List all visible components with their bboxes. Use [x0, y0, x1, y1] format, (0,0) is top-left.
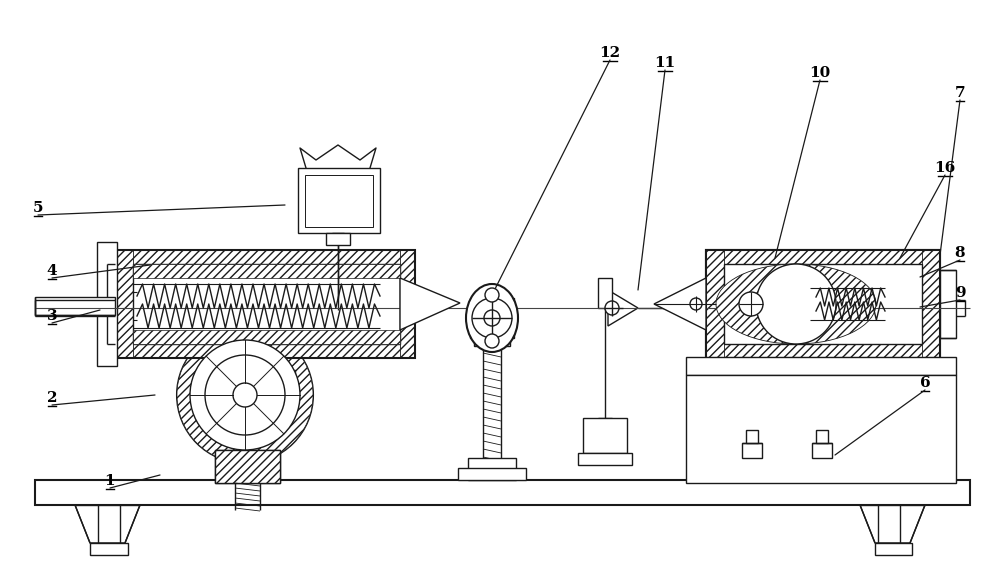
Bar	[298, 168, 380, 233]
Bar	[922, 250, 940, 358]
Circle shape	[205, 355, 285, 435]
Circle shape	[739, 292, 763, 316]
Text: 6: 6	[920, 376, 930, 390]
Circle shape	[177, 327, 313, 463]
Text: 9: 9	[955, 286, 965, 300]
Bar	[115, 344, 415, 358]
Bar	[816, 430, 828, 443]
Bar	[115, 250, 133, 358]
Text: 12: 12	[599, 46, 621, 60]
Bar	[742, 443, 762, 458]
Circle shape	[690, 298, 702, 310]
Text: 16: 16	[934, 161, 956, 175]
Circle shape	[605, 301, 619, 315]
Polygon shape	[75, 505, 140, 543]
Text: 3: 3	[47, 309, 57, 323]
Bar	[133, 264, 400, 344]
Circle shape	[485, 334, 499, 348]
Polygon shape	[654, 278, 706, 330]
Bar	[326, 233, 350, 245]
Bar	[706, 250, 940, 358]
Circle shape	[472, 298, 512, 338]
Bar	[474, 293, 510, 303]
Bar	[400, 250, 415, 358]
Circle shape	[190, 340, 300, 450]
Bar	[470, 298, 514, 338]
Bar	[215, 450, 280, 483]
Bar	[686, 357, 956, 375]
Ellipse shape	[716, 264, 876, 344]
Bar	[468, 458, 516, 480]
Polygon shape	[608, 290, 638, 326]
Text: 10: 10	[809, 66, 831, 80]
Bar	[115, 250, 415, 358]
Bar	[115, 250, 415, 264]
Text: 1: 1	[105, 474, 115, 488]
Bar	[458, 468, 526, 480]
Bar	[35, 480, 970, 505]
Bar	[200, 370, 295, 380]
Text: 7: 7	[955, 86, 965, 100]
Bar	[578, 453, 632, 465]
Circle shape	[233, 383, 257, 407]
Bar	[583, 418, 627, 453]
Text: 5: 5	[33, 201, 43, 215]
Bar	[483, 340, 501, 470]
Bar	[706, 250, 724, 358]
Bar	[746, 430, 758, 443]
Bar	[97, 242, 117, 366]
Polygon shape	[860, 505, 925, 543]
Bar	[724, 264, 922, 344]
Bar	[474, 338, 510, 346]
Text: 4: 4	[47, 264, 57, 278]
Circle shape	[485, 288, 499, 302]
Bar	[598, 278, 612, 308]
Bar	[706, 250, 940, 358]
Bar	[35, 297, 115, 315]
Polygon shape	[875, 543, 912, 555]
Polygon shape	[90, 543, 128, 555]
Bar	[940, 270, 956, 338]
Bar	[215, 450, 280, 483]
Polygon shape	[400, 278, 460, 330]
Circle shape	[484, 310, 500, 326]
Bar	[686, 375, 956, 483]
Circle shape	[756, 264, 836, 344]
Bar	[215, 450, 280, 483]
Bar	[812, 443, 832, 458]
Circle shape	[177, 327, 313, 463]
Ellipse shape	[466, 284, 518, 352]
Bar	[215, 358, 280, 378]
Text: 11: 11	[654, 56, 676, 70]
Text: 8: 8	[955, 246, 965, 260]
Bar	[706, 250, 940, 264]
Bar	[133, 330, 400, 344]
Text: 2: 2	[47, 391, 57, 405]
Bar	[133, 264, 400, 278]
Bar	[305, 175, 373, 227]
Bar	[706, 344, 940, 358]
